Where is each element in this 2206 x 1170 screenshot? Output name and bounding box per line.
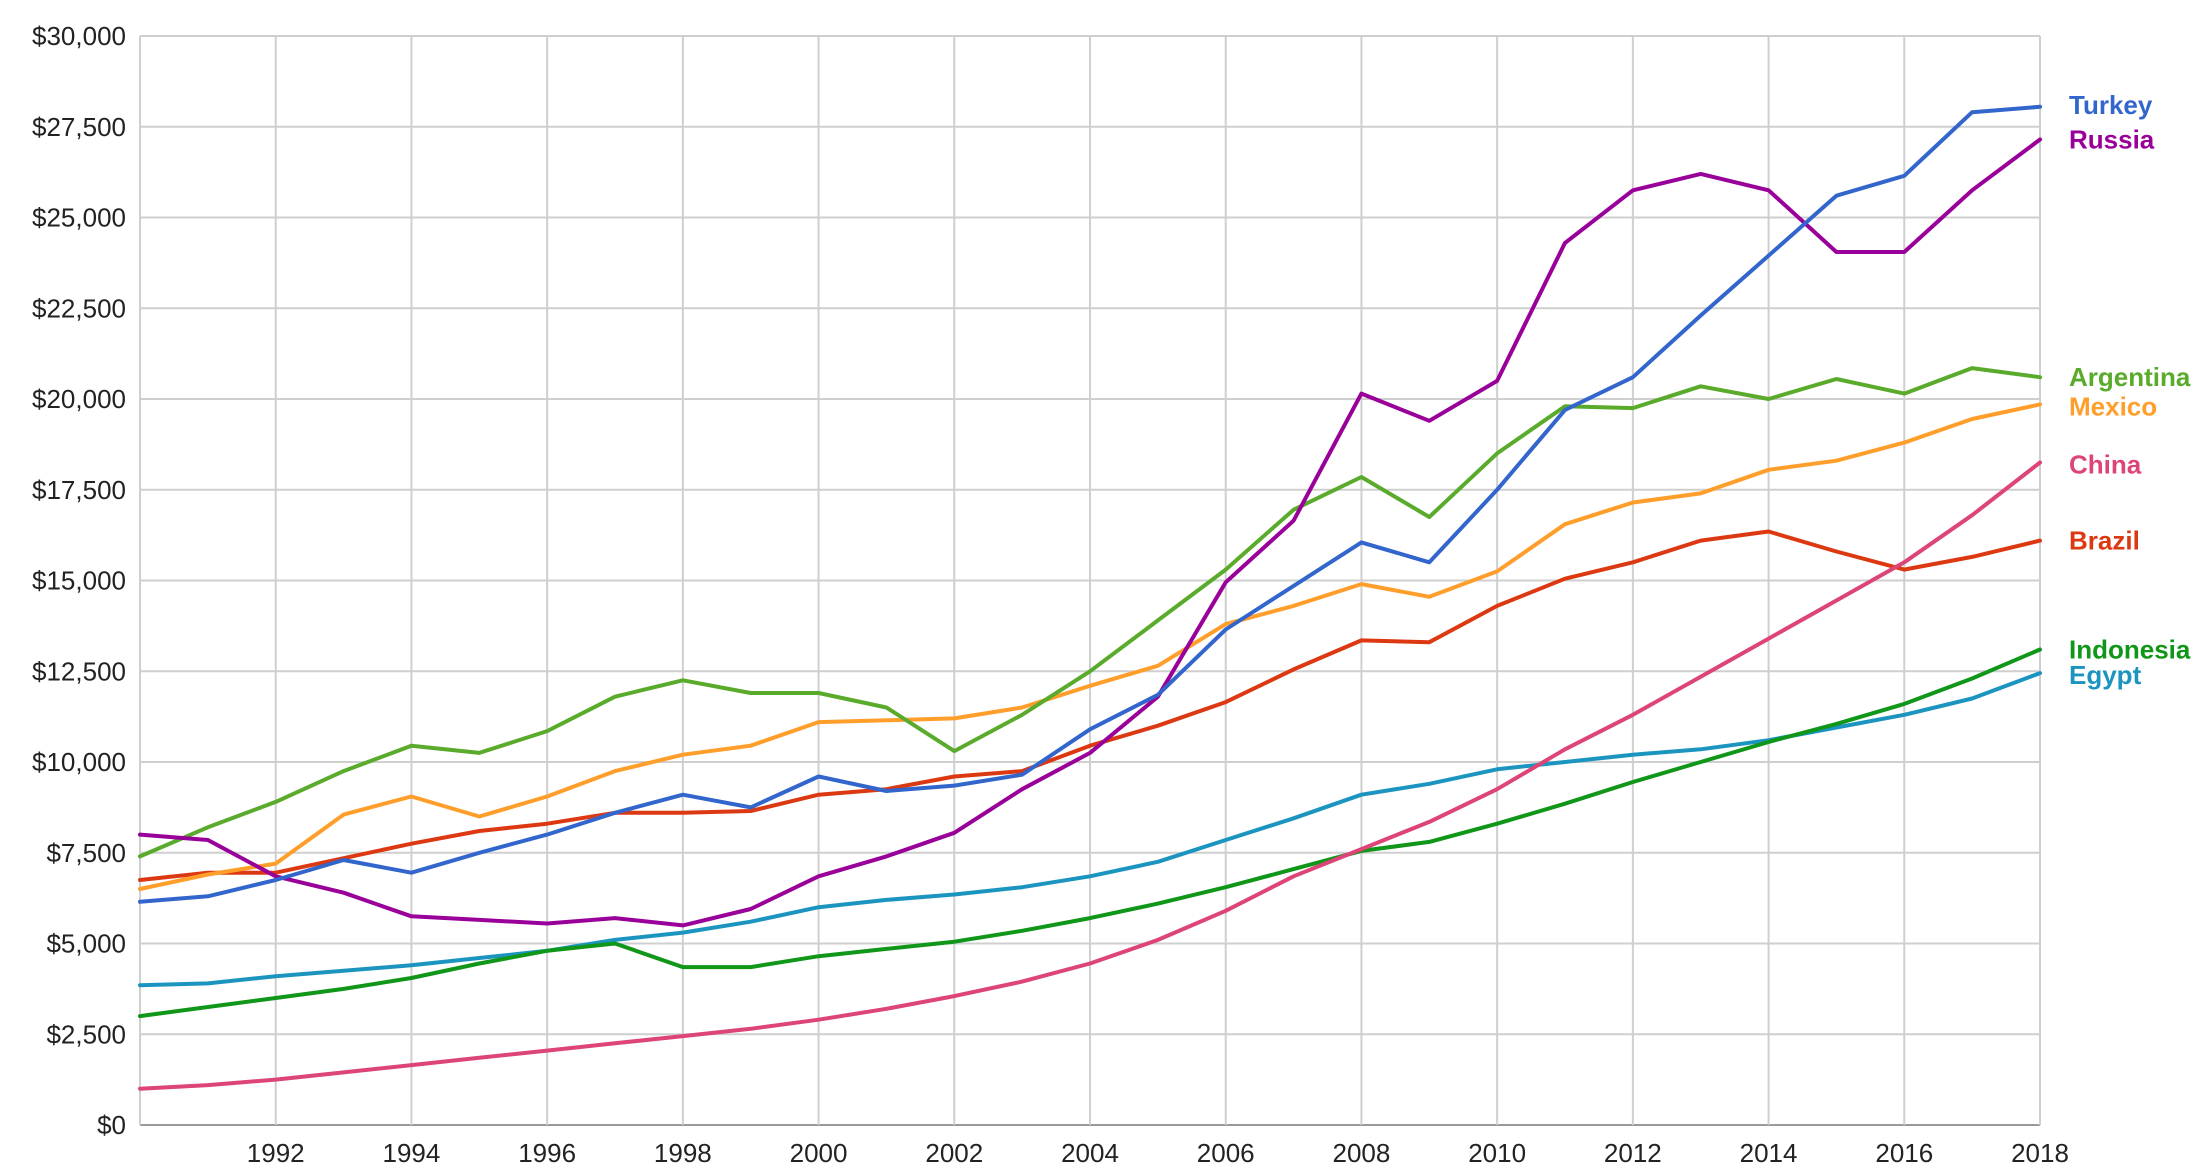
series-label-indonesia: Indonesia — [2069, 634, 2191, 664]
y-tick-label: $5,000 — [46, 929, 126, 959]
series-label-argentina: Argentina — [2069, 362, 2191, 392]
tick-labels: $0 $2,500 $5,000 $7,500 $10,000 $12,500 $15,00… — [32, 21, 2069, 1168]
x-tick-label: 2002 — [925, 1138, 983, 1168]
series-label-brazil: Brazil — [2069, 526, 2140, 556]
y-tick-label: $12,500 — [32, 656, 126, 686]
series-line-indonesia — [138, 647, 2042, 1019]
x-tick-label: 2008 — [1333, 1138, 1391, 1168]
y-tick-label: $30,000 — [32, 21, 126, 51]
y-tick-label: $17,500 — [32, 475, 126, 505]
x-tick-label: 2014 — [1740, 1138, 1798, 1168]
x-tick-label: 1996 — [518, 1138, 576, 1168]
series-label-china: China — [2069, 449, 2142, 479]
y-tick-label: $10,000 — [32, 747, 126, 777]
y-tick-label: $25,000 — [32, 203, 126, 233]
x-tick-label: 2000 — [790, 1138, 848, 1168]
y-tick-label: $15,000 — [32, 566, 126, 596]
x-tick-label: 1998 — [654, 1138, 712, 1168]
x-tick-label: 2010 — [1468, 1138, 1526, 1168]
x-tick-label: 2018 — [2011, 1138, 2069, 1168]
series-line-egypt — [138, 671, 2042, 988]
grid-layer — [139, 35, 2041, 1126]
y-tick-label: $0 — [97, 1110, 126, 1140]
y-tick-label: $20,000 — [32, 384, 126, 414]
x-tick-label: 1992 — [247, 1138, 305, 1168]
series-label-russia: Russia — [2069, 124, 2155, 154]
series-line-russia — [138, 137, 2042, 928]
x-tick-label: 2016 — [1875, 1138, 1933, 1168]
x-tick-label: 2004 — [1061, 1138, 1119, 1168]
y-tick-label: $27,500 — [32, 112, 126, 142]
series-label-egypt: Egypt — [2069, 660, 2142, 690]
x-tick-label: 2012 — [1604, 1138, 1662, 1168]
series-label-turkey: Turkey — [2069, 90, 2153, 120]
series-line-brazil — [138, 529, 2042, 882]
series-line-argentina — [138, 366, 2042, 859]
y-tick-label: $7,500 — [46, 838, 126, 868]
series-line-china — [138, 460, 2042, 1091]
x-tick-label: 2006 — [1197, 1138, 1255, 1168]
series-label-mexico: Mexico — [2069, 391, 2157, 421]
series-line-turkey — [138, 104, 2042, 904]
y-tick-label: $2,500 — [46, 1019, 126, 1049]
x-tick-label: 1994 — [383, 1138, 441, 1168]
series-line-mexico — [138, 402, 2042, 891]
series-lines — [138, 104, 2042, 1091]
y-tick-label: $22,500 — [32, 293, 126, 323]
